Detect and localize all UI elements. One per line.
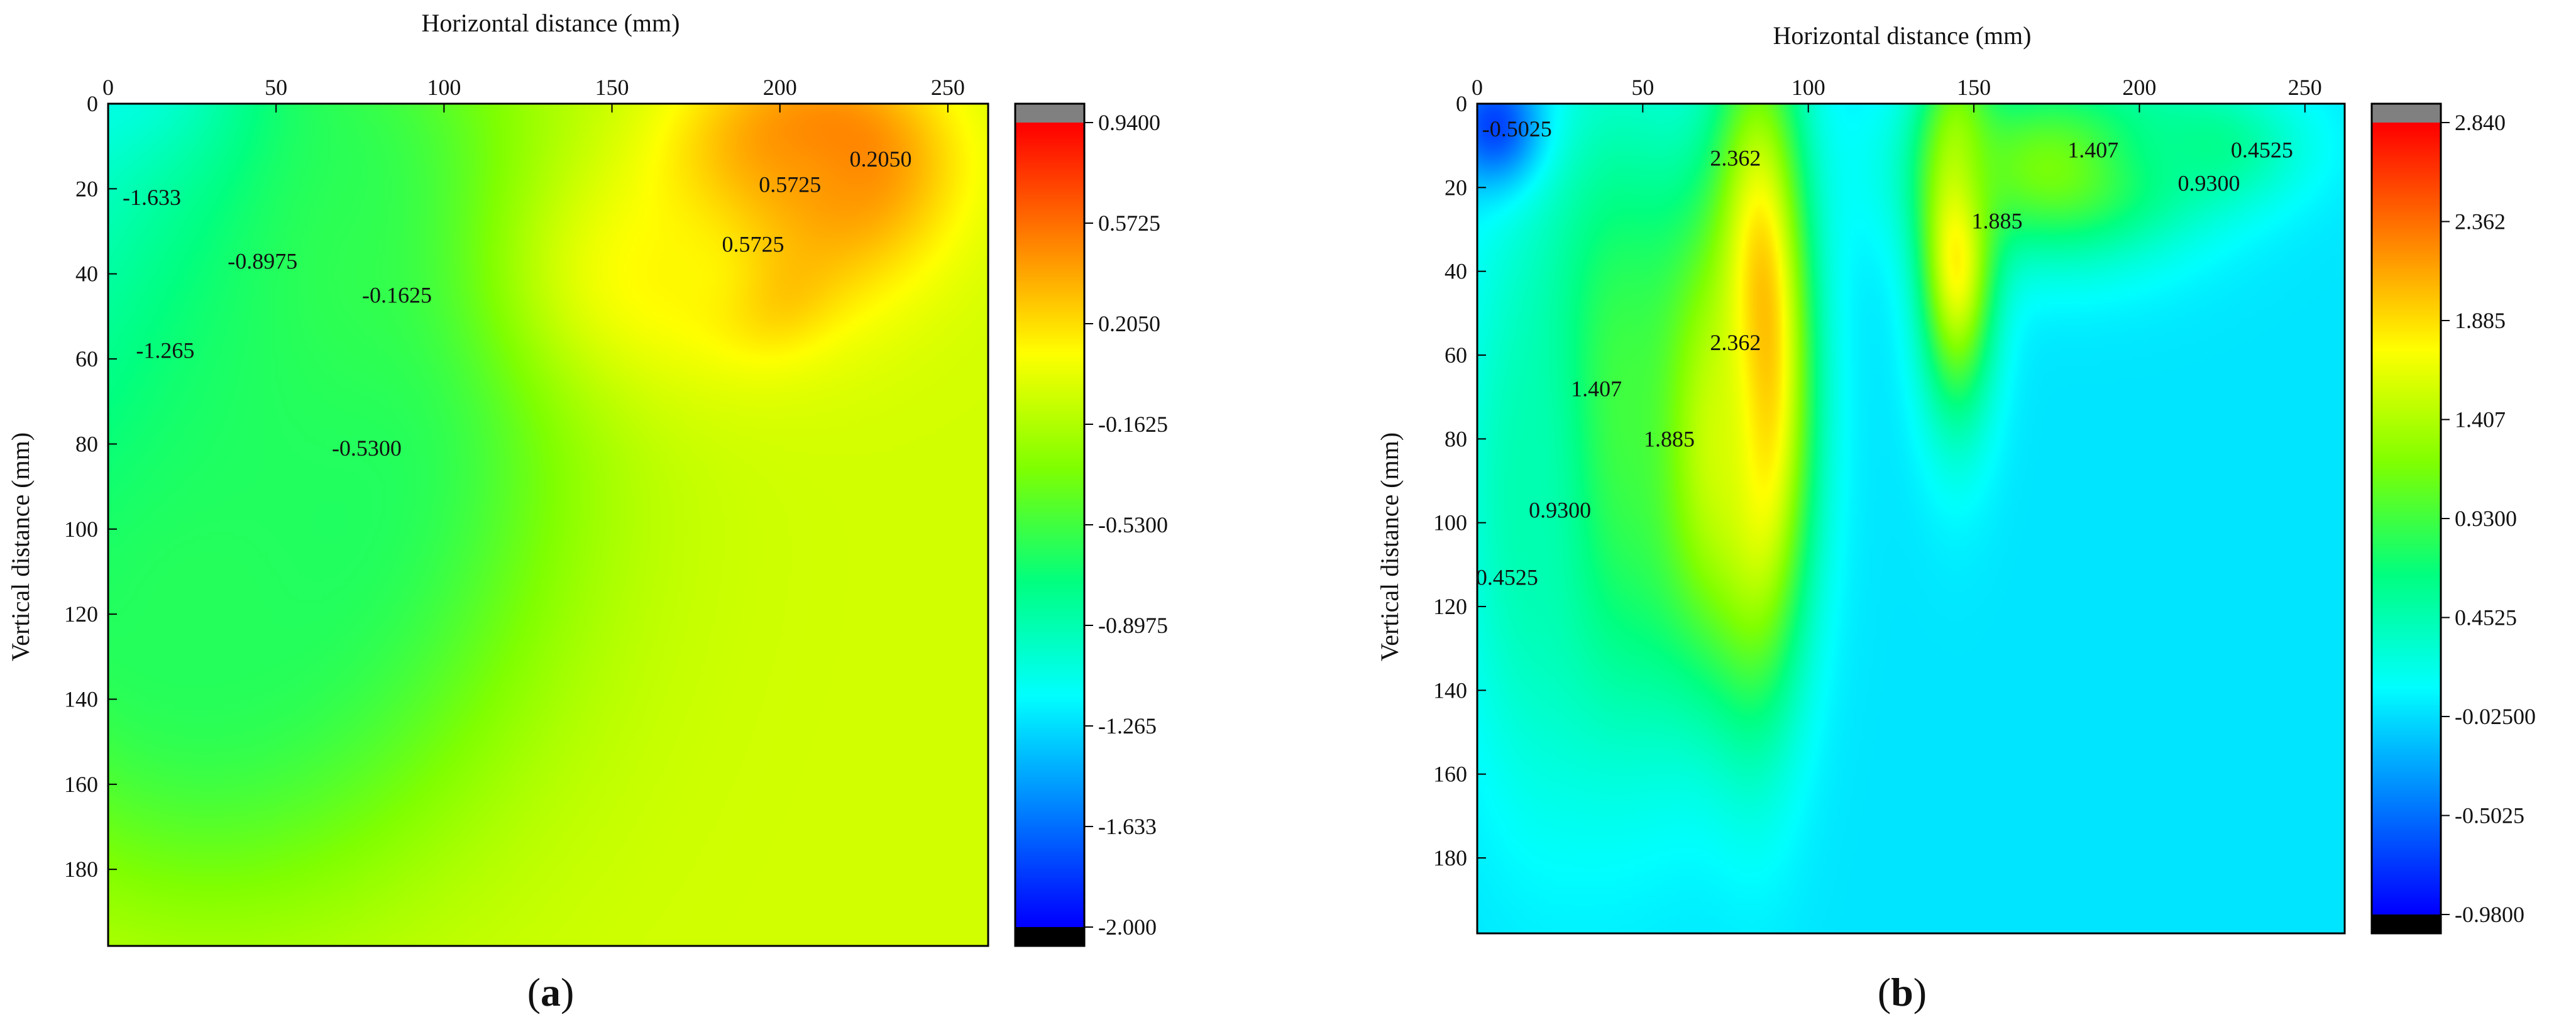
panel-label-b: (b) — [1878, 970, 1927, 1014]
contour-label: 2.362 — [1710, 330, 1761, 355]
colorbar-tick-label: 1.885 — [2455, 308, 2506, 333]
x-tick-label: 100 — [427, 75, 461, 100]
y-tick-label: 120 — [64, 601, 98, 627]
contour-labels-b: -0.5025 2.362 2.362 1.885 1.885 1.407 1.407 0.4… — [1476, 116, 2293, 590]
colorbar-tick-label: -0.5300 — [1098, 512, 1168, 537]
x-tick-label: 150 — [595, 75, 629, 100]
y-tick-label: 140 — [1433, 678, 1467, 703]
contour-label: 1.407 — [2067, 137, 2118, 162]
colorbar-a: 0.9400 0.5725 0.2050 -0.1625 -0.5300 -0.8975 -… — [1014, 102, 1168, 947]
colorbar-tick-label: 0.4525 — [2455, 605, 2517, 630]
y-tick-label: 100 — [64, 517, 98, 542]
x-tick-label: 150 — [1957, 75, 1991, 100]
contour-label: -0.5025 — [1482, 116, 1552, 141]
contour-label: 0.9300 — [1529, 498, 1591, 523]
colorbar-gradient — [1015, 123, 1084, 927]
contour-label: -1.265 — [136, 338, 194, 363]
colorbar-tick-label: -0.9800 — [2455, 902, 2524, 927]
colorbar-b: 2.840 2.362 1.885 1.407 0.9300 0.4525 -0.02500… — [2370, 102, 2536, 935]
contour-label: -0.5300 — [332, 436, 402, 461]
panel-letter-a: a — [541, 970, 561, 1014]
colorbar-tick-label: -2.000 — [1098, 914, 1157, 940]
x-tick-label: 50 — [1631, 75, 1654, 100]
x-axis-title-b: Horizontal distance (mm) — [1773, 21, 2032, 50]
y-tick-label: 80 — [1445, 426, 1467, 451]
y-axis-title-a: Vertical distance (mm) — [6, 432, 35, 661]
heatmap-image — [1477, 104, 2345, 933]
plot-frame — [107, 102, 989, 947]
y-tick-label: 120 — [1433, 594, 1467, 619]
contour-label: 0.5725 — [722, 231, 784, 256]
contour-label: 0.2050 — [850, 146, 912, 172]
contour-label: 2.362 — [1710, 146, 1761, 171]
y-tick-label: 100 — [1433, 510, 1467, 535]
contour-label: 0.5725 — [759, 172, 821, 197]
contour-label: -0.1625 — [362, 283, 432, 308]
heatmap-plot-a — [107, 102, 989, 947]
y-tick-label: 40 — [75, 261, 98, 287]
ticks-b: 0 50 100 150 200 250 0 20 40 60 80 100 120 140 160 180 — [1433, 75, 2322, 870]
y-tick-label: 60 — [75, 346, 98, 371]
y-tick-label: 160 — [64, 772, 98, 797]
colorbar-tick-label: 2.362 — [2455, 209, 2506, 234]
colorbar-tick-label: 1.407 — [2455, 407, 2506, 432]
heatmap-plot-b — [1476, 102, 2346, 935]
panel-b: Horizontal distance (mm) Vertical distan… — [1375, 21, 2536, 1014]
colorbar-gradient — [2372, 123, 2441, 914]
colorbar-under-cap — [2372, 914, 2441, 933]
x-tick-label: 250 — [931, 75, 965, 100]
ticks-a: 0 50 100 150 200 250 0 20 40 60 80 100 120 140 160 180 — [64, 75, 965, 882]
contour-label: -1.633 — [123, 185, 181, 210]
colorbar-under-cap — [1015, 927, 1084, 946]
x-tick-label: 100 — [1792, 75, 1825, 100]
contour-label: 1.885 — [1971, 209, 2022, 234]
colorbar-over-cap — [2372, 104, 2441, 123]
colorbar-tick-label: 0.9300 — [2455, 506, 2517, 531]
colorbar-tick-label: -0.8975 — [1098, 613, 1168, 638]
x-tick-label: 200 — [2122, 75, 2156, 100]
contour-label: 1.407 — [1571, 376, 1622, 401]
y-tick-label: 20 — [75, 176, 98, 201]
y-tick-label: 20 — [1445, 175, 1467, 200]
x-tick-label: 50 — [265, 75, 287, 100]
colorbar-over-cap — [1015, 104, 1084, 123]
contour-label: 0.4525 — [2231, 137, 2293, 162]
colorbar-tick-label: -0.1625 — [1098, 412, 1168, 437]
panel-a: Horizontal distance (mm) Vertical distan… — [6, 9, 1168, 1014]
y-tick-label: 180 — [64, 857, 98, 882]
x-tick-label: 0 — [102, 75, 114, 100]
panel-label-a: (a) — [527, 970, 575, 1014]
y-tick-label: 0 — [1456, 91, 1467, 116]
contour-label: 1.885 — [1644, 426, 1695, 451]
colorbar-tick-label: 2.840 — [2455, 110, 2506, 135]
contour-label: -0.8975 — [228, 248, 297, 273]
x-tick-label: 0 — [1472, 75, 1483, 100]
colorbar-tick-label: -0.5025 — [2455, 803, 2524, 828]
y-tick-label: 160 — [1433, 762, 1467, 787]
y-tick-label: 60 — [1445, 343, 1467, 368]
colorbar-tick-label: -0.02500 — [2455, 704, 2536, 729]
contour-label: 0.4525 — [1476, 564, 1538, 590]
colorbar-tick-label: -1.265 — [1098, 713, 1157, 739]
plot-frame — [1476, 102, 2346, 935]
panel-letter-b: b — [1891, 970, 1913, 1014]
x-tick-label: 250 — [2288, 75, 2322, 100]
x-tick-label: 200 — [763, 75, 797, 100]
colorbar-tick-label: 0.2050 — [1098, 311, 1160, 336]
y-tick-label: 140 — [64, 686, 98, 711]
x-axis-title-a: Horizontal distance (mm) — [422, 9, 680, 37]
y-tick-label: 80 — [75, 431, 98, 456]
contour-label: 0.9300 — [2178, 171, 2240, 196]
y-axis-title-b: Vertical distance (mm) — [1375, 432, 1404, 661]
heatmap-image — [108, 104, 988, 946]
colorbar-tick-label: 0.9400 — [1098, 110, 1160, 135]
y-tick-label: 180 — [1433, 845, 1467, 870]
y-tick-label: 40 — [1445, 259, 1467, 284]
colorbar-tick-label: 0.5725 — [1098, 211, 1160, 236]
y-tick-label: 0 — [87, 91, 98, 116]
colorbar-tick-label: -1.633 — [1098, 814, 1157, 839]
contour-labels-a: -1.633 -1.265 -0.8975 -0.5300 -0.1625 0.5725 0… — [123, 146, 912, 461]
